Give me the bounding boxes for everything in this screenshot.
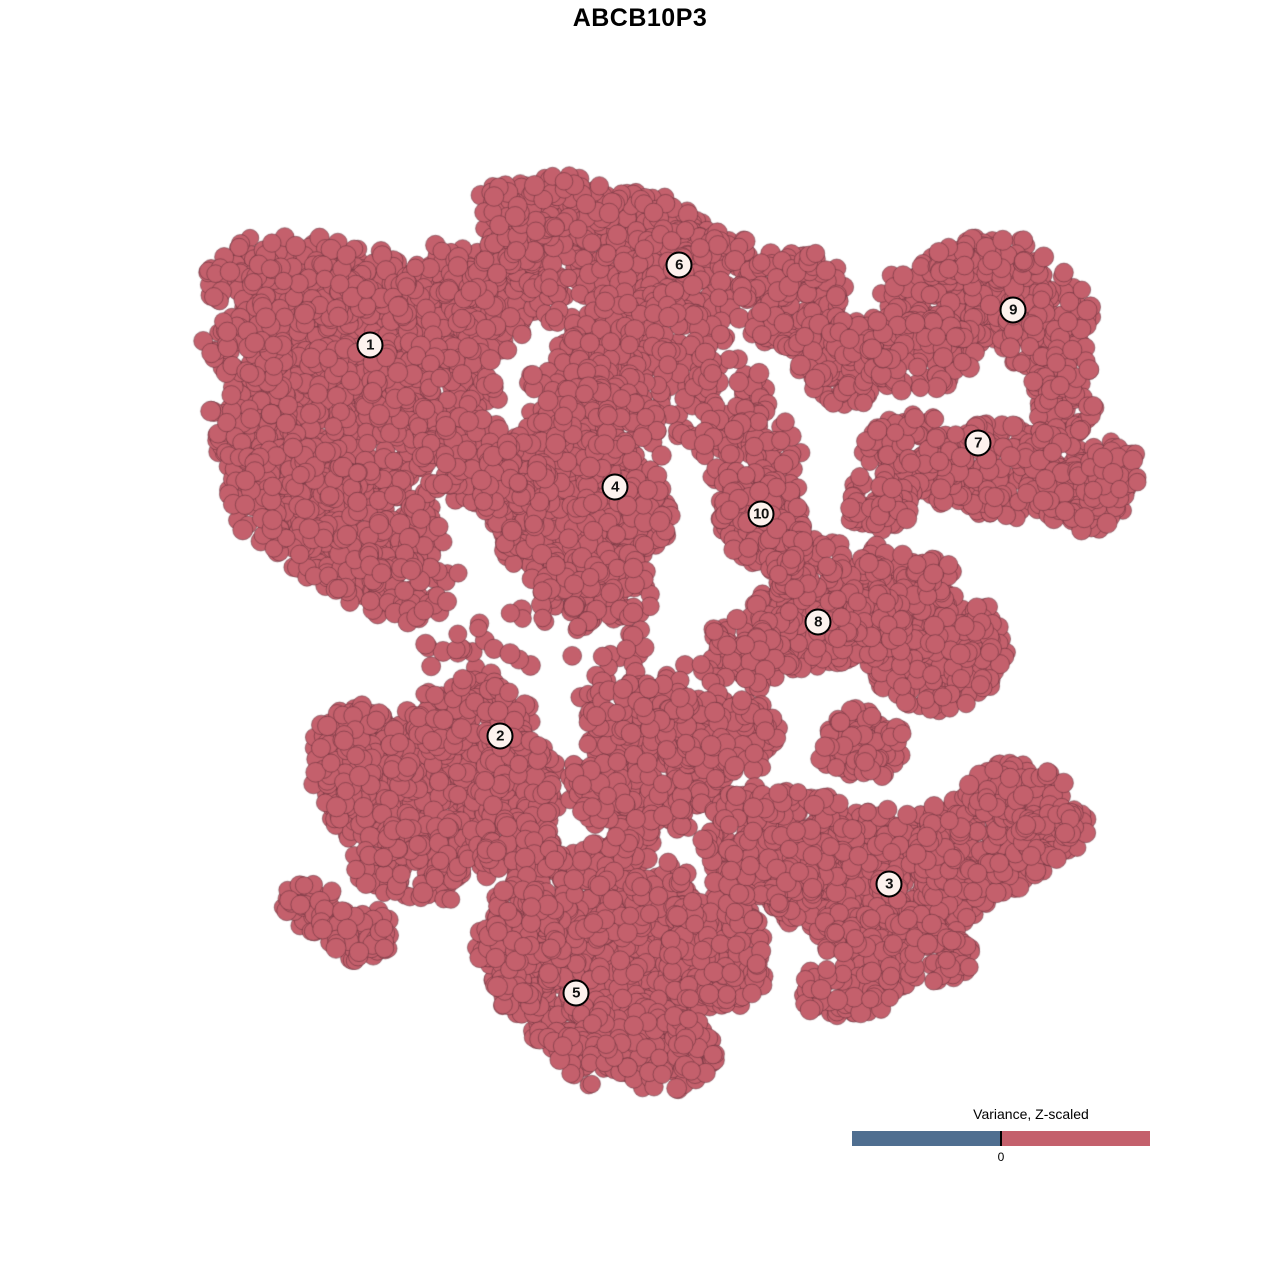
cluster-label-2: 2 [486, 722, 514, 750]
colorbar: 0 [852, 1131, 1150, 1164]
cluster-label-8: 8 [804, 608, 832, 636]
cluster-label-9: 9 [999, 296, 1027, 324]
cluster-label-4: 4 [601, 473, 629, 501]
colorbar-zero-tick [1000, 1131, 1002, 1146]
colorbar-legend: Variance, Z-scaled 0 [852, 1106, 1150, 1164]
legend-title: Variance, Z-scaled [973, 1106, 1089, 1122]
cluster-label-1: 1 [356, 331, 384, 359]
cluster-label-5: 5 [562, 979, 590, 1007]
cluster-label-7: 7 [964, 429, 992, 457]
colorbar-zero-label: 0 [997, 1150, 1005, 1164]
plot-title: ABCB10P3 [572, 4, 708, 32]
cluster-label-6: 6 [665, 251, 693, 279]
cluster-label-10: 10 [747, 500, 775, 528]
cluster-label-3: 3 [875, 870, 903, 898]
